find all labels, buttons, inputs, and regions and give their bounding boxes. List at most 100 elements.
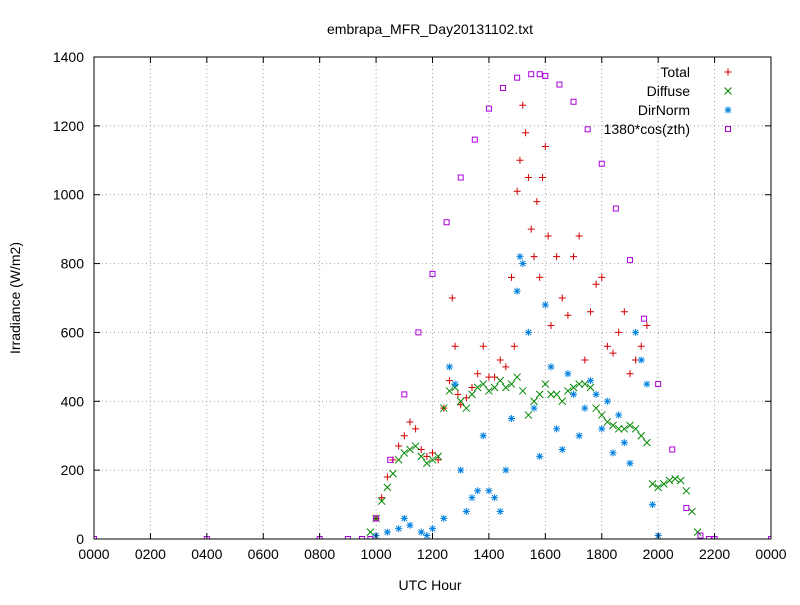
data-point [659,480,668,488]
data-point [496,507,504,515]
y-axis-label: Irradiance (W/m2) [7,242,23,354]
series-2 [372,253,662,539]
data-point [412,425,420,433]
legend: Total Diffuse DirNorm 1380*cos(zth) [604,64,732,137]
data-point [598,273,606,281]
y-tick-label: 200 [61,462,85,478]
data-point [643,438,651,447]
data-point [496,376,505,385]
data-point [626,370,634,378]
legend-label: Total [660,64,690,80]
data-point [454,390,462,398]
legend-marker [724,106,732,114]
data-point [586,377,594,385]
data-point [440,514,448,522]
data-point [615,328,623,336]
data-point [626,459,634,467]
data-point [429,270,436,277]
y-tick-label: 600 [61,324,85,340]
data-point [547,363,555,371]
data-point [564,387,572,395]
data-point [648,480,657,488]
data-point [417,452,426,461]
data-point [490,383,499,392]
data-point [383,483,392,492]
data-point [448,294,456,302]
data-point [641,315,648,322]
data-point [530,397,538,406]
x-tick-label: 0800 [304,546,335,562]
data-point [485,105,492,112]
data-point [400,449,409,457]
legend-marker [725,126,731,132]
data-point [510,342,518,350]
x-axis-label: UTC Hour [398,577,461,593]
data-point [394,455,403,464]
data-point [491,494,499,502]
grid [94,57,771,539]
data-point [569,383,578,392]
data-point [457,174,464,181]
data-point [502,466,510,474]
data-point [366,528,375,536]
y-tick-label: 400 [61,393,85,409]
data-point [535,390,544,399]
data-point [479,342,487,350]
data-point [541,301,549,309]
data-point [468,494,476,502]
data-point [519,101,527,109]
data-point [474,487,482,495]
data-point [598,425,606,433]
data-point [445,363,453,371]
data-point [637,356,645,364]
data-point [612,205,619,212]
data-point [536,71,543,78]
data-point [558,397,567,406]
data-point [513,373,521,382]
data-point [423,532,431,539]
data-point [552,390,561,399]
data-point [516,156,524,164]
data-point [496,356,504,364]
y-tick-label: 1000 [53,187,84,203]
data-point [468,384,476,392]
y-tick-label: 1400 [53,49,84,65]
data-point [518,387,527,395]
data-point [507,380,516,388]
legend-label: Diffuse [647,83,691,99]
data-point [547,390,555,399]
data-point [406,521,414,529]
data-point [580,380,589,388]
chart-title: embrapa_MFR_Day20131102.txt [327,21,533,37]
data-point [527,225,535,233]
data-point [406,418,414,426]
data-point [513,287,521,295]
data-point [367,536,374,539]
data-point [507,415,515,422]
data-point [553,425,561,433]
data-point [637,431,646,440]
data-point [620,439,628,447]
data-point [501,383,510,392]
data-point [688,507,696,516]
data-point [697,532,704,539]
data-point [609,421,617,430]
data-point [592,404,600,413]
data-point [429,525,436,533]
data-point [649,501,657,509]
x-tick-label: 0400 [191,546,222,562]
x-tick-label: 0600 [248,546,279,562]
data-point [542,72,549,79]
data-point [524,328,532,336]
data-point [603,418,612,426]
data-layer [94,71,771,539]
data-point [541,143,549,151]
data-point [547,322,555,330]
data-point [434,452,442,461]
data-point [586,308,594,316]
data-point [603,397,611,405]
data-point [655,381,662,388]
data-point [456,397,465,406]
